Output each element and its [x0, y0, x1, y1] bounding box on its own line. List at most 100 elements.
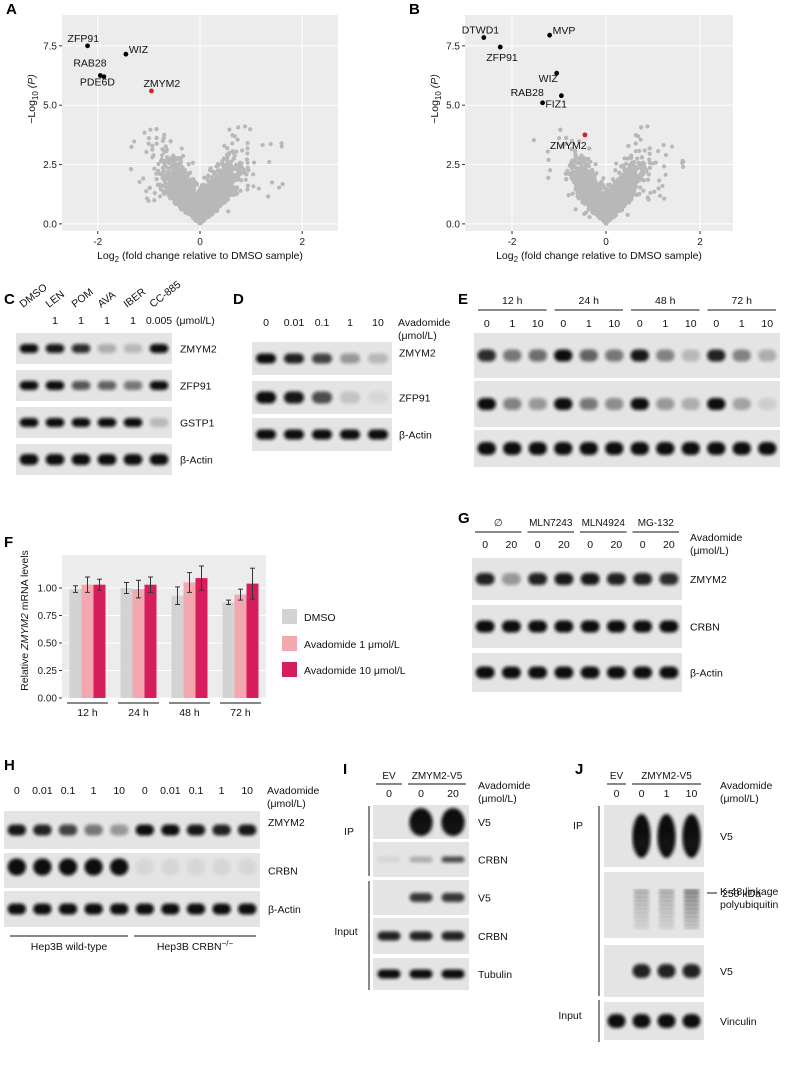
data-point	[228, 171, 233, 176]
data-point	[168, 139, 173, 144]
data-point	[223, 174, 228, 179]
data-point	[165, 189, 170, 194]
data-point	[181, 196, 186, 201]
data-point	[617, 170, 622, 175]
data-point	[639, 175, 644, 180]
data-point	[154, 141, 159, 146]
data-point	[635, 134, 641, 139]
data-point	[260, 142, 265, 148]
background-points	[128, 124, 285, 226]
data-point	[215, 181, 220, 187]
hit-point	[149, 88, 154, 94]
data-point	[187, 171, 192, 176]
data-point	[152, 190, 157, 196]
data-point	[132, 139, 137, 144]
data-point	[167, 193, 172, 198]
data-point	[638, 137, 643, 142]
data-point	[206, 195, 211, 200]
data-point	[144, 149, 149, 155]
data-point	[245, 187, 250, 192]
data-point	[182, 175, 187, 180]
data-point	[531, 138, 536, 143]
data-point	[564, 177, 569, 182]
data-point	[223, 188, 228, 193]
data-point	[210, 178, 215, 184]
data-point	[179, 146, 184, 151]
data-point	[251, 172, 256, 177]
data-point	[205, 187, 210, 192]
data-point	[639, 155, 644, 160]
data-point	[159, 157, 164, 162]
data-point	[635, 156, 640, 161]
data-point	[646, 172, 651, 177]
data-point	[642, 148, 647, 153]
data-point	[196, 212, 201, 217]
data-point	[199, 219, 204, 224]
data-point	[159, 153, 165, 158]
data-point	[197, 189, 202, 195]
data-point	[245, 146, 250, 151]
data-point	[641, 178, 646, 183]
data-point	[214, 208, 220, 213]
data-point	[146, 136, 152, 141]
hit-label: RAB28	[73, 58, 106, 70]
data-point	[170, 168, 176, 174]
data-point	[194, 203, 199, 208]
data-point	[164, 149, 169, 154]
data-point	[194, 182, 199, 187]
data-point	[186, 162, 191, 167]
data-point	[152, 166, 157, 171]
data-point	[238, 188, 243, 193]
data-point	[573, 149, 578, 154]
data-point	[276, 185, 282, 190]
data-point	[183, 170, 188, 175]
data-point	[613, 168, 618, 173]
data-point	[225, 195, 230, 200]
data-point	[569, 138, 575, 144]
hit-label: WIZ	[129, 44, 149, 56]
data-point	[154, 177, 159, 182]
data-point	[280, 182, 285, 187]
data-point	[166, 160, 171, 165]
data-point	[647, 157, 652, 162]
data-point	[147, 185, 152, 191]
data-point	[645, 124, 650, 129]
data-point	[228, 186, 234, 191]
data-point	[234, 185, 240, 190]
data-point	[227, 127, 232, 132]
data-point	[640, 160, 645, 165]
data-point	[177, 178, 182, 184]
data-point	[251, 160, 257, 165]
background-points	[531, 124, 686, 226]
data-point	[146, 198, 151, 204]
data-point	[239, 161, 244, 166]
data-point	[207, 168, 213, 173]
data-point	[186, 201, 191, 206]
data-point	[184, 182, 189, 187]
data-point	[236, 125, 241, 130]
data-point	[150, 155, 155, 160]
hit-point	[123, 51, 129, 57]
data-point	[235, 177, 240, 182]
data-point	[160, 138, 165, 144]
data-point	[150, 147, 155, 152]
data-point	[569, 147, 574, 152]
data-point	[279, 141, 284, 146]
hit-label: ZFP91	[68, 33, 100, 45]
data-point	[556, 136, 562, 141]
data-point	[245, 183, 250, 188]
data-point	[206, 212, 212, 218]
data-point	[231, 166, 236, 171]
data-point	[222, 200, 228, 205]
hit-label: PDE6D	[80, 77, 115, 89]
data-point	[163, 173, 168, 179]
data-point	[161, 169, 166, 174]
data-point	[196, 194, 201, 199]
data-point	[137, 179, 142, 185]
hit-point	[85, 43, 90, 49]
data-point	[227, 190, 232, 195]
data-point	[593, 162, 598, 167]
data-point	[251, 184, 256, 189]
data-point	[190, 193, 195, 198]
